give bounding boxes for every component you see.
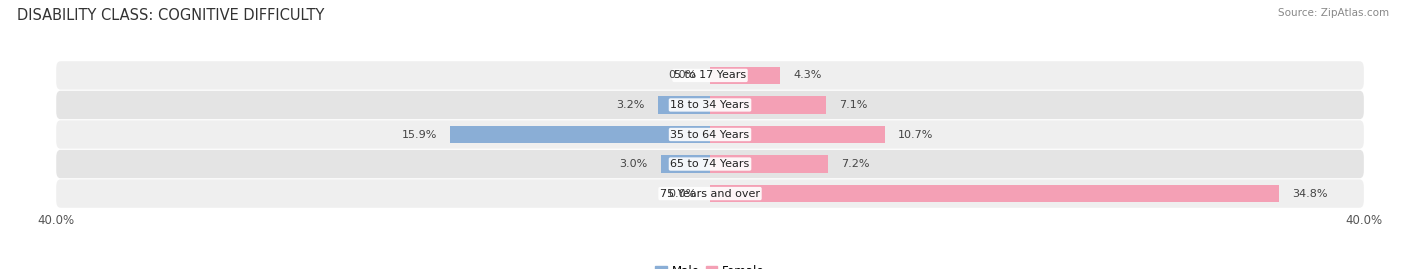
FancyBboxPatch shape [56,179,1364,208]
Text: Source: ZipAtlas.com: Source: ZipAtlas.com [1278,8,1389,18]
Text: 34.8%: 34.8% [1292,189,1327,199]
Text: 15.9%: 15.9% [402,129,437,140]
Text: 35 to 64 Years: 35 to 64 Years [671,129,749,140]
Text: DISABILITY CLASS: COGNITIVE DIFFICULTY: DISABILITY CLASS: COGNITIVE DIFFICULTY [17,8,325,23]
Text: 7.1%: 7.1% [839,100,868,110]
Text: 7.2%: 7.2% [841,159,869,169]
Bar [710,96,827,114]
Bar [661,155,710,173]
Text: 10.7%: 10.7% [898,129,934,140]
Bar [710,126,884,143]
Text: 75 Years and over: 75 Years and over [659,189,761,199]
Text: 0.0%: 0.0% [669,189,697,199]
Bar [710,155,828,173]
Bar [710,185,1279,203]
FancyBboxPatch shape [56,150,1364,178]
Text: 0.0%: 0.0% [669,70,697,80]
Legend: Male, Female: Male, Female [651,260,769,269]
Text: 5 to 17 Years: 5 to 17 Years [673,70,747,80]
FancyBboxPatch shape [56,91,1364,119]
Text: 65 to 74 Years: 65 to 74 Years [671,159,749,169]
Bar [710,66,780,84]
Text: 3.0%: 3.0% [620,159,648,169]
Text: 18 to 34 Years: 18 to 34 Years [671,100,749,110]
FancyBboxPatch shape [56,120,1364,149]
Text: 3.2%: 3.2% [616,100,644,110]
Bar [658,96,710,114]
Bar [450,126,710,143]
Text: 4.3%: 4.3% [793,70,821,80]
FancyBboxPatch shape [56,61,1364,90]
